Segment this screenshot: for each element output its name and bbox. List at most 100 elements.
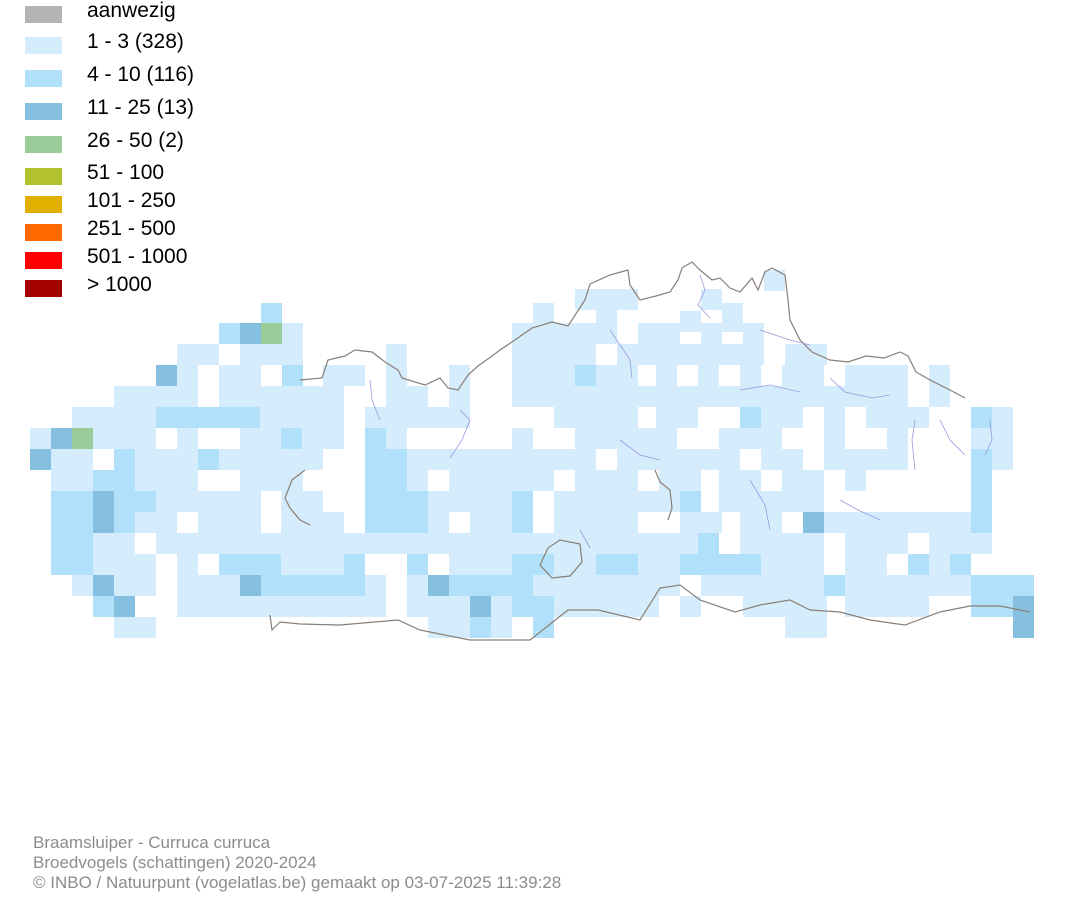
cell-1-3 xyxy=(764,596,785,617)
cell-1-3 xyxy=(659,533,680,554)
cell-4-10 xyxy=(219,323,240,344)
cell-4-10 xyxy=(512,596,533,617)
cell-1-3 xyxy=(866,386,887,407)
cell-4-10 xyxy=(72,512,93,533)
cell-1-3 xyxy=(261,596,282,617)
cell-1-3 xyxy=(782,407,803,428)
cell-1-3 xyxy=(575,428,596,449)
cell-4-10 xyxy=(971,470,992,491)
cell-1-3 xyxy=(135,407,156,428)
cell-1-3 xyxy=(554,554,575,575)
cell-1-3 xyxy=(575,575,596,596)
cell-1-3 xyxy=(240,596,261,617)
cell-1-3 xyxy=(782,470,803,491)
cell-1-3 xyxy=(491,596,512,617)
cell-1-3 xyxy=(803,491,824,512)
cell-1-3 xyxy=(806,617,827,638)
cell-1-3 xyxy=(261,470,282,491)
inner-border-brussels xyxy=(539,539,583,579)
cell-1-3 xyxy=(470,449,491,470)
cell-1-3 xyxy=(803,554,824,575)
cell-1-3 xyxy=(198,533,219,554)
cell-1-3 xyxy=(261,428,282,449)
cell-1-3 xyxy=(866,512,887,533)
cell-4-10 xyxy=(51,491,72,512)
river xyxy=(984,419,993,456)
cell-4-10 xyxy=(722,554,743,575)
cell-1-3 xyxy=(198,575,219,596)
cell-1-3 xyxy=(470,512,491,533)
cell-1-3 xyxy=(638,491,659,512)
cell-1-3 xyxy=(764,270,785,291)
cell-1-3 xyxy=(533,575,554,596)
cell-4-10 xyxy=(114,470,135,491)
cell-1-3 xyxy=(407,470,428,491)
cell-1-3 xyxy=(407,596,428,617)
cell-1-3 xyxy=(491,533,512,554)
cell-1-3 xyxy=(344,365,365,386)
cell-1-3 xyxy=(554,344,575,365)
legend-item-1-3: 1 - 3 (328) xyxy=(25,31,325,58)
cell-11-25 xyxy=(114,596,135,617)
cell-1-3 xyxy=(575,470,596,491)
cell-4-10 xyxy=(407,512,428,533)
cell-1-3 xyxy=(533,386,554,407)
cell-1-3 xyxy=(491,470,512,491)
cell-1-3 xyxy=(302,512,323,533)
cell-1-3 xyxy=(782,449,803,470)
cell-1-3 xyxy=(114,386,135,407)
cell-1-3 xyxy=(596,512,617,533)
cell-1-3 xyxy=(719,386,740,407)
cell-1-3 xyxy=(719,449,740,470)
cell-1-3 xyxy=(680,470,701,491)
cell-1-3 xyxy=(282,449,303,470)
cell-1-3 xyxy=(596,303,617,324)
cell-1-3 xyxy=(803,365,824,386)
cell-1-3 xyxy=(617,470,638,491)
cell-1-3 xyxy=(240,449,261,470)
cell-1-3 xyxy=(177,386,198,407)
cell-1-3 xyxy=(135,449,156,470)
cell-4-10 xyxy=(512,491,533,512)
cell-1-3 xyxy=(701,344,722,365)
cell-1-3 xyxy=(302,386,323,407)
cell-1-3 xyxy=(698,449,719,470)
cell-4-10 xyxy=(219,407,240,428)
cell-1-3 xyxy=(449,407,470,428)
cell-1-3 xyxy=(302,428,323,449)
legend-swatch xyxy=(25,37,62,54)
cell-4-10 xyxy=(51,554,72,575)
legend-swatch xyxy=(25,168,62,185)
legend-item-51-100: 51 - 100 xyxy=(25,162,325,189)
cell-1-3 xyxy=(887,575,908,596)
cell-1-3 xyxy=(198,596,219,617)
cell-1-3 xyxy=(824,386,845,407)
cell-1-3 xyxy=(93,428,114,449)
cell-1-3 xyxy=(449,365,470,386)
cell-4-10 xyxy=(261,303,282,324)
cell-1-3 xyxy=(740,428,761,449)
rivers xyxy=(369,274,993,549)
cell-1-3 xyxy=(617,575,638,596)
cell-4-10 xyxy=(407,491,428,512)
cell-1-3 xyxy=(177,470,198,491)
legend-label: 26 - 50 (2) xyxy=(87,129,184,152)
cell-4-10 xyxy=(971,407,992,428)
cell-1-3 xyxy=(761,386,782,407)
cell-1-3 xyxy=(470,554,491,575)
cell-1-3 xyxy=(638,575,659,596)
river xyxy=(579,529,591,549)
cell-1-3 xyxy=(324,596,345,617)
cell-1-3 xyxy=(785,596,806,617)
cell-1-3 xyxy=(386,386,407,407)
cell-26-50 xyxy=(72,428,93,449)
cell-1-3 xyxy=(302,407,323,428)
river xyxy=(839,499,881,521)
cell-11-25 xyxy=(93,575,114,596)
cell-1-3 xyxy=(656,428,677,449)
cell-1-3 xyxy=(596,470,617,491)
cell-4-10 xyxy=(282,575,303,596)
cell-1-3 xyxy=(512,533,533,554)
cell-1-3 xyxy=(722,311,743,332)
cell-1-3 xyxy=(428,533,449,554)
